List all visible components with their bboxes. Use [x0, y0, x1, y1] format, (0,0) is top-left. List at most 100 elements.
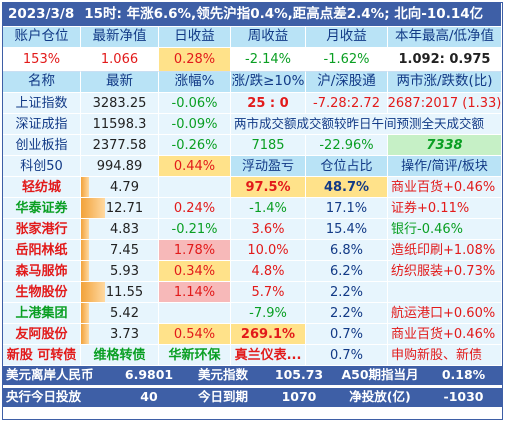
header-daily-return: 日收益: [159, 27, 231, 48]
account-weekly-return: -2.14%: [231, 48, 306, 72]
title-cell: 2023/3/8 15时: 年涨6.6%,领先沪指0.4%,距高点差2.4%; …: [3, 3, 502, 27]
market-breadth: 2687:2017 (1.33): [388, 93, 502, 114]
stock-pnl: 10.0%: [231, 240, 306, 261]
index-last: 11598.3: [81, 114, 159, 135]
maturity-label: 今日到期: [183, 388, 263, 408]
index-last: 994.89: [81, 156, 159, 177]
ipo-bond[interactable]: 维格转债: [81, 345, 159, 366]
header-note: 操作/简评/板块: [388, 156, 502, 177]
stock-change: 1.78%: [159, 240, 231, 261]
price-bar: [81, 240, 89, 260]
ipo-stock-2[interactable]: 真兰仪表...: [231, 345, 306, 366]
index-change: -0.09%: [159, 114, 231, 135]
stock-pnl: 4.8%: [231, 261, 306, 282]
title-summary: 15时: 年涨6.6%,领先沪指0.4%,距高点差2.4%; 北向-10.14亿: [84, 5, 484, 22]
stock-name[interactable]: 岳阳林纸: [3, 240, 81, 261]
portfolio-dashboard: 2023/3/8 15时: 年涨6.6%,领先沪指0.4%,距高点差2.4%; …: [2, 2, 503, 420]
stock-change: 0.34%: [159, 261, 231, 282]
stock-price: 11.55: [81, 282, 159, 303]
footer-row-pboc: 央行今日投放 40 今日到期 1070 净投放(亿) -1030: [3, 388, 502, 408]
stock-change: 1.14%: [159, 282, 231, 303]
footer-row-fx: 美元离岸人民币 6.9801 美元指数 105.73 A50期指当月 0.18%: [3, 366, 502, 386]
stock-weight: 2.2%: [306, 282, 388, 303]
stock-name[interactable]: 轻纺城: [3, 177, 81, 198]
stock-note: 银行-0.46%: [388, 219, 502, 240]
index-last: 2377.58: [81, 135, 159, 156]
stock-pnl: 3.6%: [231, 219, 306, 240]
holding-row[interactable]: 生物股份 11.55 1.14% 5.7% 2.2%: [3, 282, 502, 303]
stock-note: 商业百货+0.46%: [388, 177, 502, 198]
header-weight: 仓位占比: [306, 156, 388, 177]
stock-name[interactable]: 友阿股份: [3, 324, 81, 345]
stock-note: 造纸印刷+1.08%: [388, 240, 502, 261]
header-weekly-return: 周收益: [231, 27, 306, 48]
stock-price: 3.73: [81, 324, 159, 345]
ipo-row[interactable]: 新股 可转债 维格转债 华新环保 真兰仪表... 0.7% 申购新股、新债: [3, 345, 502, 366]
index-header-connect: 沪/深股通: [306, 72, 388, 93]
ipo-label[interactable]: 新股 可转债: [3, 345, 81, 366]
stock-weight: 0.7%: [306, 324, 388, 345]
header-pnl: 浮动盈亏: [231, 156, 306, 177]
maturity-value: 1070: [263, 388, 335, 408]
holding-row[interactable]: 华泰证券 12.71 0.24% -1.4% 17.1% 证券+0.11%: [3, 198, 502, 219]
holding-row[interactable]: 岳阳林纸 7.45 1.78% 10.0% 6.8% 造纸印刷+1.08%: [3, 240, 502, 261]
stock-weight: 15.4%: [306, 219, 388, 240]
stock-name[interactable]: 生物股份: [3, 282, 81, 303]
price-bar: [81, 282, 105, 302]
index-name[interactable]: 科创50: [3, 156, 81, 177]
index-name[interactable]: 创业板指: [3, 135, 81, 156]
stock-name[interactable]: 张家港行: [3, 219, 81, 240]
stock-name[interactable]: 森马服饰: [3, 261, 81, 282]
account-nav: 1.066: [81, 48, 159, 72]
stock-change: -0.21%: [159, 219, 231, 240]
index-header-name: 名称: [3, 72, 81, 93]
stock-name[interactable]: 上港集团: [3, 303, 81, 324]
title-date: 2023/3/8: [8, 5, 75, 22]
holding-row[interactable]: 张家港行 4.83 -0.21% 3.6% 15.4% 银行-0.46%: [3, 219, 502, 240]
index-header-change: 涨幅%: [159, 72, 231, 93]
stock-price: 4.79: [81, 177, 159, 198]
stock-pnl: -1.4%: [231, 198, 306, 219]
stock-change: [159, 177, 231, 198]
index-name[interactable]: 上证指数: [3, 93, 81, 114]
price-bar: [81, 219, 89, 239]
index-row[interactable]: 创业板指 2377.58 -0.26% 7185 -22.96% 7338: [3, 135, 502, 156]
a50-value: 0.18%: [425, 366, 502, 386]
net-inject-label: 净投放(亿): [335, 388, 425, 408]
dxy-value: 105.73: [263, 366, 335, 386]
price-bar: [81, 198, 105, 218]
stock-name[interactable]: 华泰证券: [3, 198, 81, 219]
stock-price: 5.93: [81, 261, 159, 282]
header-monthly-return: 月收益: [306, 27, 388, 48]
stock-pnl: 5.7%: [231, 282, 306, 303]
index-header-row: 名称 最新 涨幅% 涨/跌≥10% 沪/深股通 两市涨/跌数(比): [3, 72, 502, 93]
holding-row[interactable]: 上港集团 5.42 -7.9% 2.2% 航运港口+0.60%: [3, 303, 502, 324]
header-year-range: 本年最高/低净值: [388, 27, 502, 48]
stock-weight: 6.8%: [306, 240, 388, 261]
title-bar: 2023/3/8 15时: 年涨6.6%,领先沪指0.4%,距高点差2.4%; …: [3, 3, 502, 27]
stock-note: 证券+0.11%: [388, 198, 502, 219]
connect-flow: -7.28:2.72: [306, 93, 388, 114]
index-row[interactable]: 深证成指 11598.3 -0.09% 两市成交额成交额较昨日午间预测全天成交额: [3, 114, 502, 135]
stock-weight: 48.7%: [306, 177, 388, 198]
ipo-stock-1[interactable]: 华新环保: [159, 345, 231, 366]
index-header-limit: 涨/跌≥10%: [231, 72, 306, 93]
index-row[interactable]: 上证指数 3283.25 -0.06% 25 : 0 -7.28:2.72 26…: [3, 93, 502, 114]
limit-up-down: 25 : 0: [231, 93, 306, 114]
holding-row[interactable]: 友阿股份 3.73 0.54% 269.1% 0.7% 商业百货+0.46%: [3, 324, 502, 345]
net-inject-value: -1030: [425, 388, 502, 408]
header-nav: 最新净值: [81, 27, 159, 48]
stock-pnl: -7.9%: [231, 303, 306, 324]
account-year-range: 1.092: 0.975: [388, 48, 502, 72]
price-bar: [81, 261, 89, 281]
index-name[interactable]: 深证成指: [3, 114, 81, 135]
stock-note: 商业百货+0.46%: [388, 324, 502, 345]
index-last: 3283.25: [81, 93, 159, 114]
stock-price: 4.83: [81, 219, 159, 240]
stock-pnl: 97.5%: [231, 177, 306, 198]
stock-change: 0.54%: [159, 324, 231, 345]
holding-row[interactable]: 轻纺城 4.79 97.5% 48.7% 商业百货+0.46%: [3, 177, 502, 198]
stock-weight: 2.2%: [306, 303, 388, 324]
holding-row[interactable]: 森马服饰 5.93 0.34% 4.8% 6.2% 纺织服装+0.73%: [3, 261, 502, 282]
price-bar: [81, 303, 89, 323]
